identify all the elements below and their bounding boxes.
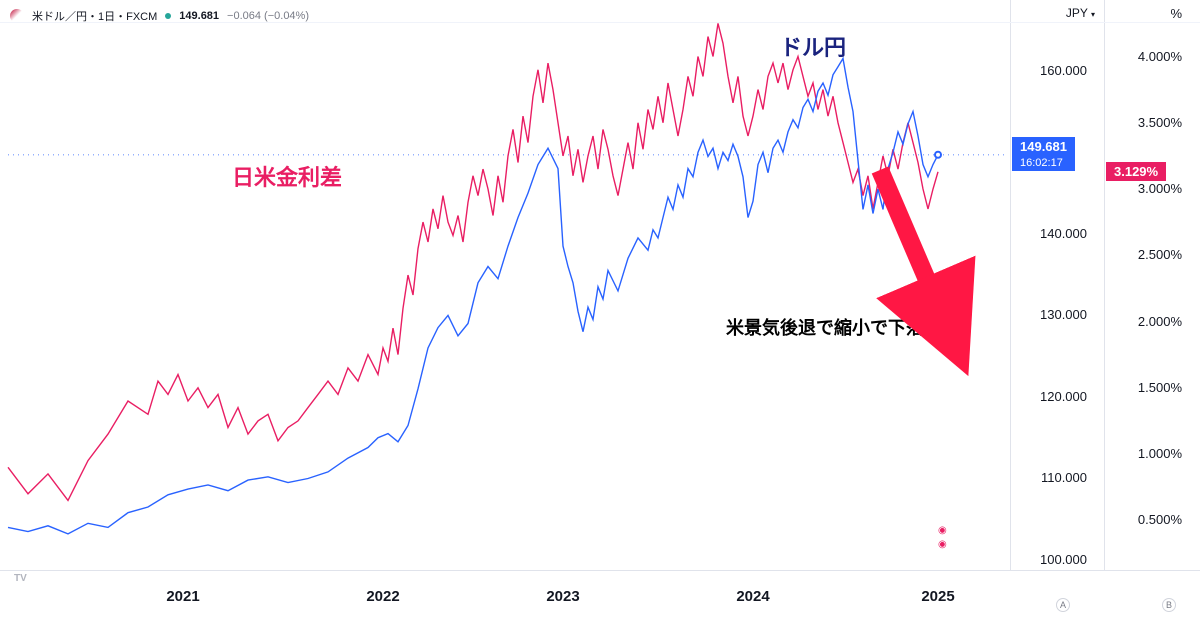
x-tick-year: 2025 [921, 588, 954, 605]
annotation-black: 米景気後退で縮小で下落へ [726, 314, 942, 340]
y-tick-pct: 1.500% [1138, 380, 1182, 395]
y-tick-pct: 2.000% [1138, 314, 1182, 329]
scale-marker-b[interactable]: B [1162, 598, 1176, 612]
y-tick-jpy: 100.000 [1040, 552, 1087, 567]
y-tick-pct: 3.000% [1138, 181, 1182, 196]
annotation-blue: ドル円 [780, 30, 846, 62]
price-tag-percent: 3.129% [1106, 162, 1166, 181]
x-tick-year: 2024 [736, 588, 769, 605]
y-tick-jpy: 130.000 [1040, 307, 1087, 322]
y-tick-pct: 3.500% [1138, 115, 1182, 130]
y-tick-pct: 1.000% [1138, 446, 1182, 461]
header-divider [0, 22, 1200, 23]
event-marker-icon[interactable]: ◉ [938, 525, 947, 536]
tv-watermark: TV [14, 573, 27, 584]
x-tick-year: 2021 [166, 588, 199, 605]
annotation-red: 日米金利差 [232, 160, 342, 192]
chart-canvas[interactable] [0, 0, 1010, 570]
y-tick-pct: 0.500% [1138, 512, 1182, 527]
y-tick-jpy: 110.000 [1041, 470, 1087, 485]
x-tick-year: 2022 [366, 588, 399, 605]
axis-divider [0, 570, 1200, 571]
y-axis-jpy: 100.000 110.000 120.000 130.000 140.000 160.0… [1010, 0, 1095, 570]
price-tag-jpy: 149.68116:02:17 [1012, 137, 1075, 171]
x-axis: 2021 2022 2023 2024 2025 [0, 588, 1010, 618]
axis-divider [1010, 0, 1011, 570]
chart-area[interactable] [0, 0, 1010, 570]
axis-divider [1104, 0, 1105, 570]
event-marker-icon[interactable]: ◉ [938, 539, 947, 550]
x-tick-year: 2023 [546, 588, 579, 605]
y-tick-jpy: 160.000 [1040, 63, 1087, 78]
y-tick-pct: 4.000% [1138, 49, 1182, 64]
y-tick-jpy: 140.000 [1040, 226, 1087, 241]
scale-marker-a[interactable]: A [1056, 598, 1070, 612]
y-tick-jpy: 120.000 [1040, 389, 1087, 404]
y-axis-percent: 0.500% 1.000% 1.500% 2.000% 2.500% 3.000% 3.50… [1105, 0, 1190, 570]
y-tick-pct: 2.500% [1138, 247, 1182, 262]
